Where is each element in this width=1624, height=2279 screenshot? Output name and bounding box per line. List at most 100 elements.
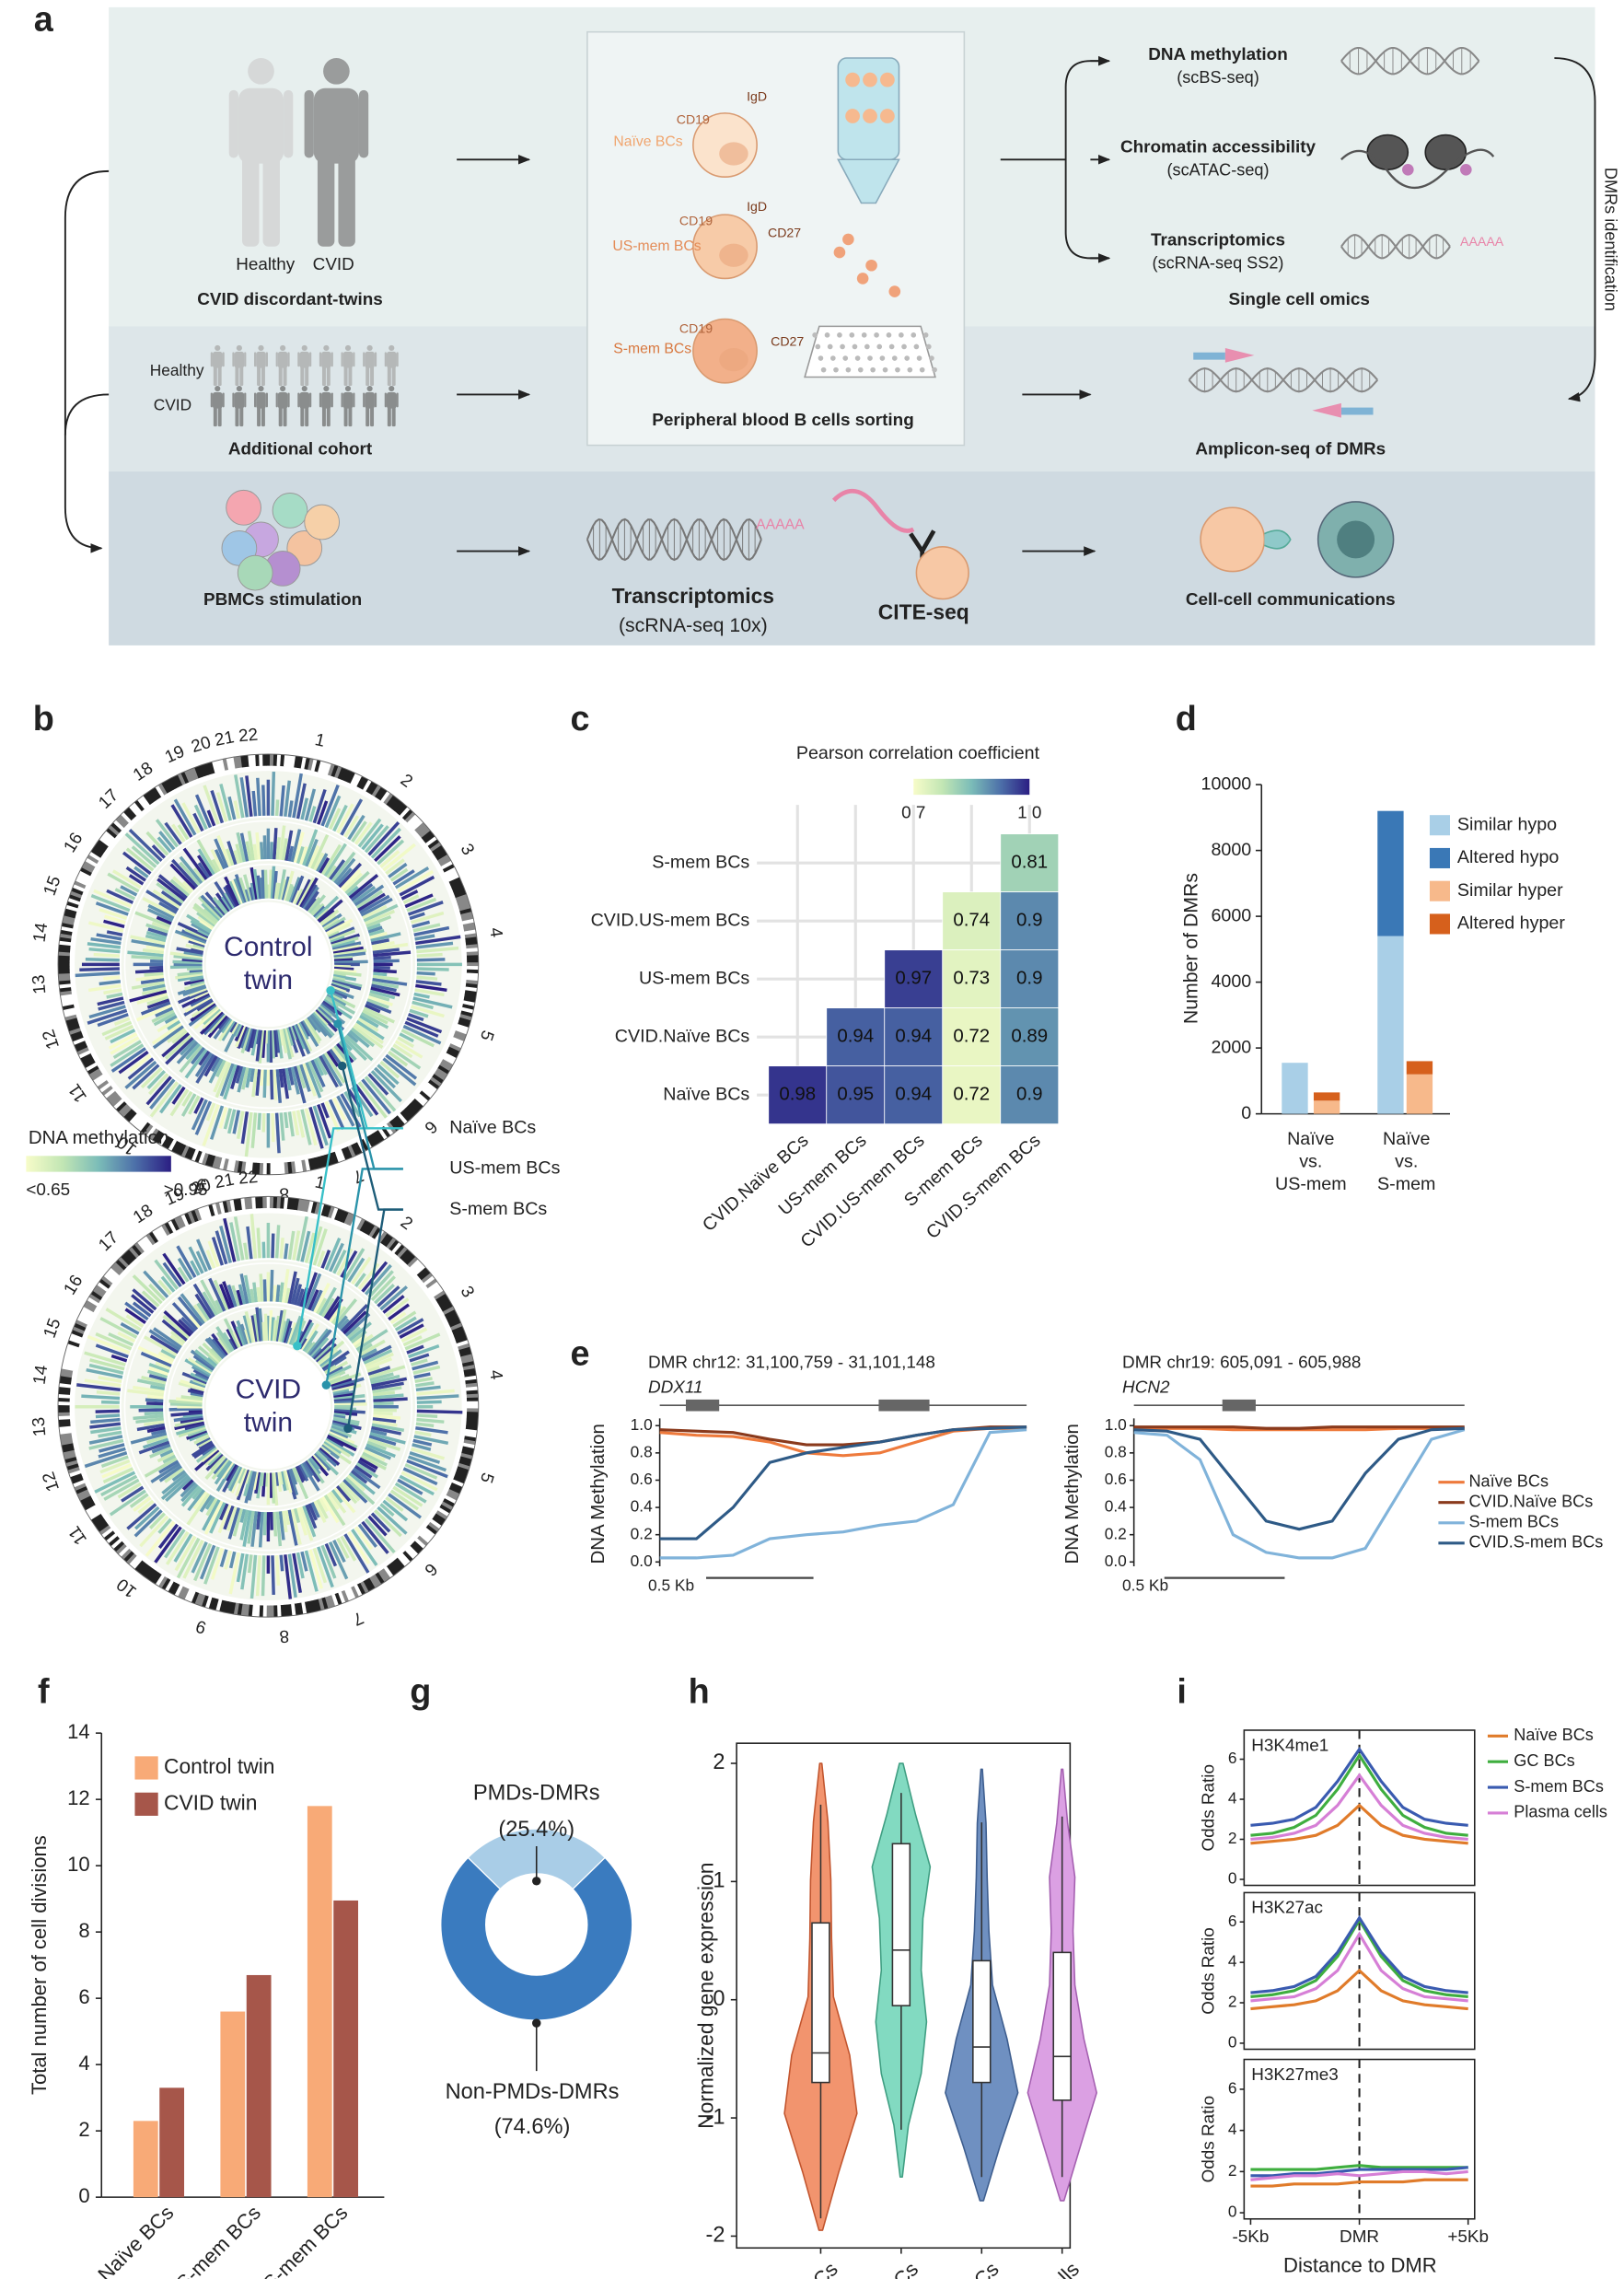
bar-segment [1282, 1063, 1308, 1114]
ideogram-band [463, 1367, 476, 1375]
ideogram-band [90, 1513, 103, 1524]
methylation-bar [318, 1496, 330, 1513]
methylation-bar [283, 1243, 289, 1261]
ideogram-band [125, 1110, 137, 1122]
methylation-bar [372, 1401, 394, 1406]
methylation-bar [217, 1015, 230, 1030]
legend-label: Control twin [164, 1754, 275, 1778]
methylation-bar [391, 1042, 413, 1059]
methylation-bar [408, 1450, 441, 1464]
ideogram-band [448, 877, 461, 886]
ideogram-band [180, 1587, 190, 1600]
methylation-bar [365, 1440, 387, 1451]
methylation-bar [324, 1099, 341, 1132]
person-head [366, 385, 373, 392]
person-head [366, 344, 373, 352]
y-tick-label: 2 [713, 1750, 725, 1774]
methylation-bar [320, 843, 342, 877]
methylation-bar [290, 1277, 300, 1306]
methylation-bar [371, 948, 400, 955]
methylation-bar [173, 798, 197, 837]
methylation-bar [303, 1342, 314, 1355]
ideogram-band [222, 758, 229, 771]
methylation-bar [193, 1542, 213, 1582]
methylation-bar [357, 818, 382, 849]
person-arm [341, 392, 343, 408]
methylation-bar [372, 1397, 408, 1403]
ideogram-band [61, 1000, 74, 1007]
methylation-bar [138, 1408, 165, 1413]
person-arm [254, 352, 257, 367]
methylation-bar [97, 996, 125, 1006]
ideogram-band [456, 1023, 470, 1032]
ideogram-band [318, 1156, 325, 1169]
ideogram-band [133, 1117, 145, 1130]
odds-ratio-line [1250, 2178, 1468, 2188]
ideogram-band [103, 830, 116, 842]
methylation-bar [96, 933, 123, 941]
methylation-bar [331, 851, 356, 883]
methylation-bar [367, 1435, 397, 1447]
methylation-bar [394, 1482, 427, 1504]
methylation-bar [331, 977, 363, 988]
ideogram-band [447, 873, 460, 883]
methylation-bar [98, 1430, 123, 1438]
methylation-bar [175, 971, 204, 980]
ideogram-band [92, 1516, 105, 1527]
ideogram-band [157, 1576, 168, 1588]
methylation-bar [315, 1498, 329, 1519]
gene-exon [685, 1399, 720, 1412]
ideogram-band [106, 827, 118, 839]
methylation-bar [316, 1340, 345, 1366]
ideogram-outline [57, 1195, 480, 1618]
ideogram-band [59, 1382, 72, 1389]
ideogram-band [72, 1479, 86, 1488]
ideogram-band [161, 781, 171, 794]
methylation-bar [125, 847, 156, 873]
cell-value: 0.95 [837, 1084, 874, 1105]
methylation-bar [177, 973, 204, 983]
ideogram-band [95, 1284, 107, 1295]
odds-ratio-line [1250, 1773, 1468, 1842]
ideogram-band [427, 1281, 440, 1292]
ideogram-band [191, 1209, 200, 1223]
ideogram-outline [57, 753, 480, 1176]
person-arm [287, 352, 290, 367]
chromosome-label: 4 [485, 1368, 505, 1380]
methylation-bar [331, 804, 348, 832]
methylation-bar [180, 1293, 206, 1326]
methylation-bar [137, 1345, 174, 1366]
ideogram-band [59, 990, 73, 996]
ideogram-band [99, 1082, 111, 1093]
methylation-bar [294, 1465, 305, 1483]
methylation-bar [240, 1026, 252, 1053]
methylation-bar [170, 804, 193, 839]
chromosome-label: 8 [279, 1183, 290, 1203]
ideogram-band [442, 864, 456, 874]
methylation-bar [177, 983, 207, 995]
ideogram-band [300, 1159, 307, 1172]
methylation-bar [412, 1372, 431, 1379]
methylation-bar [131, 1294, 156, 1315]
ideogram-band [466, 948, 479, 953]
methylation-bar [328, 1242, 344, 1273]
methylation-bar [140, 1066, 164, 1089]
bar [246, 1974, 272, 2198]
methylation-bar [87, 1334, 132, 1355]
methylation-bar [361, 1344, 392, 1363]
methylation-bar [415, 1409, 463, 1414]
y-tick-label: 0.4 [1105, 1497, 1127, 1516]
methylation-bar [330, 983, 351, 993]
methylation-bar [169, 964, 203, 970]
y-tick-label: 6 [78, 1985, 89, 2008]
methylation-bar [88, 921, 125, 933]
methylation-bar [215, 1331, 233, 1355]
ideogram-band [341, 1147, 349, 1160]
ideogram-band [233, 1160, 239, 1173]
schematic-label: CD19 [677, 112, 710, 127]
methylation-bar [185, 1041, 202, 1061]
methylation-bar [315, 1007, 333, 1024]
ideogram-band [64, 1010, 76, 1017]
methylation-bar [188, 1315, 202, 1330]
person-leg [370, 365, 375, 386]
